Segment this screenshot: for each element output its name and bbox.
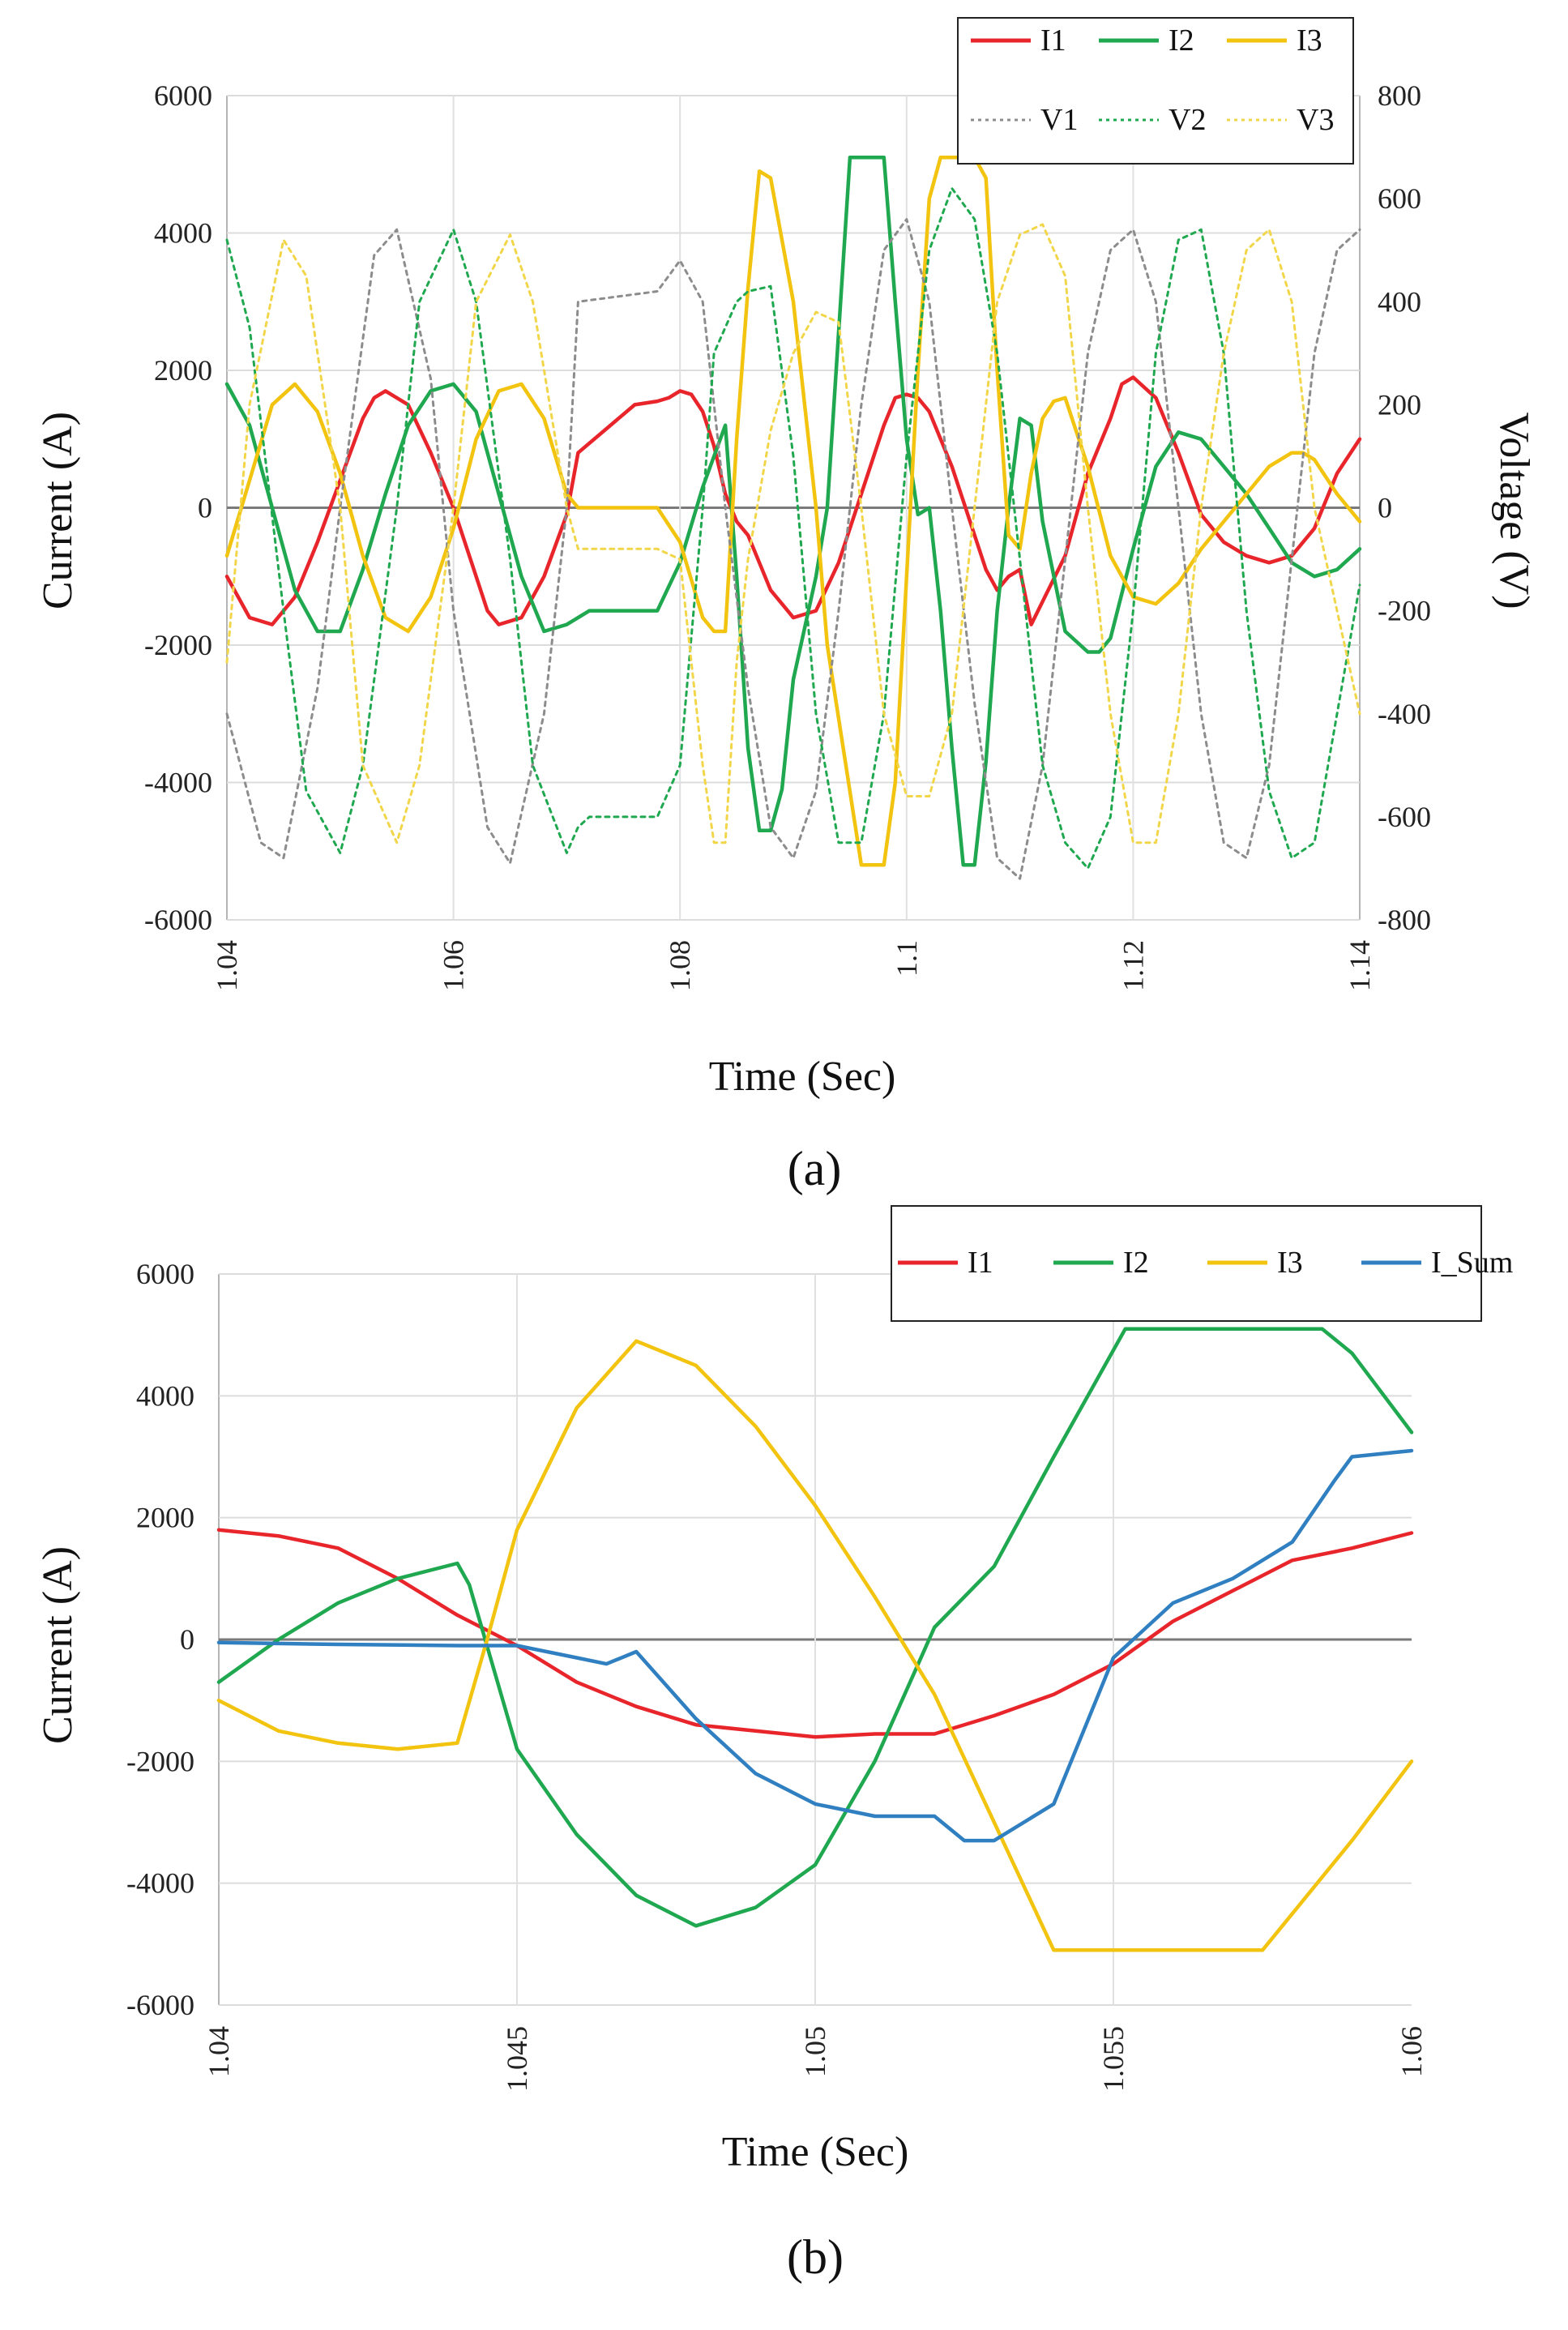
- legend-label-i-sum: I_Sum: [1431, 1246, 1513, 1280]
- x-tick-label: 1.06: [1395, 2026, 1428, 2077]
- y-tick-label: -6000: [126, 1989, 194, 2021]
- y2-tick-label: -800: [1378, 904, 1431, 936]
- y2-tick-label: -400: [1378, 698, 1431, 730]
- chart-a-ticks: 6000400020000-2000-4000-6000800600400200…: [144, 79, 1431, 991]
- chart-b-ticks: 6000 4000 2000 0 -2000 -4000 -6000 1.04 1.045 1.0…: [126, 1258, 1428, 2092]
- x-tick-label: 1.04: [211, 940, 243, 991]
- chart-b: 6000 4000 2000 0 -2000 -4000 -6000 1.04 1.045 1.0…: [35, 1205, 1513, 2284]
- legend-label-i1: I1: [968, 1246, 993, 1280]
- y2-tick-label: -200: [1378, 595, 1431, 627]
- series-line-v2: [225, 186, 1361, 870]
- y-tick-label: -2000: [126, 1745, 194, 1777]
- y-tick-label: 4000: [136, 1379, 194, 1412]
- chart-a-caption: (a): [788, 1142, 842, 1195]
- y2-tick-label: 600: [1378, 182, 1421, 215]
- y-tick-label: 0: [198, 492, 212, 524]
- legend-label-i3: I3: [1277, 1246, 1303, 1280]
- legend-label-v3: V3: [1297, 103, 1334, 137]
- y-tick-label: -2000: [144, 629, 212, 661]
- y-tick-label: -6000: [144, 904, 212, 936]
- y2-tick-label: -600: [1378, 801, 1431, 833]
- x-tick-label: 1.08: [664, 940, 696, 991]
- chart-b-caption: (b): [787, 2230, 844, 2284]
- x-tick-label: 1.045: [501, 2026, 533, 2092]
- y-tick-label: 6000: [136, 1258, 194, 1290]
- y-tick-label: 2000: [136, 1502, 194, 1534]
- y2-tick-label: 0: [1378, 492, 1392, 524]
- x-tick-label: 1.1: [891, 940, 923, 977]
- x-tick-label: 1.06: [438, 940, 470, 991]
- series-line-i3: [216, 1339, 1414, 1952]
- chart-a-series: [224, 156, 1362, 880]
- legend-label-v1: V1: [1040, 103, 1078, 137]
- series-line-i3: [224, 156, 1362, 867]
- y-tick-label: 6000: [154, 79, 212, 112]
- y2-tick-label: 400: [1378, 285, 1421, 318]
- series-line-i1: [216, 1528, 1414, 1739]
- x-tick-label: 1.04: [203, 2026, 235, 2077]
- y-tick-label: 2000: [154, 354, 212, 387]
- chart-a-y-axis-label: Current (A): [35, 412, 81, 609]
- chart-b-y-axis-label: Current (A): [35, 1546, 81, 1744]
- legend-label-i1: I1: [1040, 24, 1066, 58]
- y2-tick-label: 800: [1378, 79, 1421, 112]
- y-tick-label: 4000: [154, 217, 212, 250]
- x-tick-label: 1.14: [1344, 940, 1376, 991]
- legend-label-i2: I2: [1123, 1246, 1149, 1280]
- chart-b-legend: I1 I2 I3 I_Sum: [891, 1205, 1513, 1322]
- chart-a: 6000400020000-2000-4000-6000800600400200…: [35, 17, 1537, 1195]
- legend-label-v2: V2: [1169, 103, 1206, 137]
- x-tick-label: 1.05: [799, 2026, 831, 2077]
- legend-label-i2: I2: [1169, 24, 1194, 58]
- y-tick-label: -4000: [144, 767, 212, 799]
- chart-a-x-axis-label: Time (Sec): [709, 1054, 896, 1100]
- series-line-i-sum: [216, 1448, 1414, 1843]
- y2-tick-label: 200: [1378, 388, 1421, 421]
- x-tick-label: 1.055: [1097, 2026, 1130, 2092]
- legend-label-i3: I3: [1297, 24, 1322, 58]
- chart-a-legend: I1 I2 I3 V1 V2 V3: [957, 17, 1354, 165]
- x-tick-label: 1.12: [1117, 940, 1149, 991]
- series-line-i2: [224, 156, 1362, 867]
- chart-b-series: [216, 1327, 1414, 1952]
- series-line-i2: [216, 1327, 1414, 1928]
- chart-b-x-axis-label: Time (Sec): [722, 2129, 909, 2175]
- y-tick-label: -4000: [126, 1867, 194, 1900]
- chart-a-y2-axis-label: Voltage (V): [1491, 412, 1537, 609]
- y-tick-label: 0: [180, 1623, 194, 1656]
- series-line-i1: [224, 375, 1362, 626]
